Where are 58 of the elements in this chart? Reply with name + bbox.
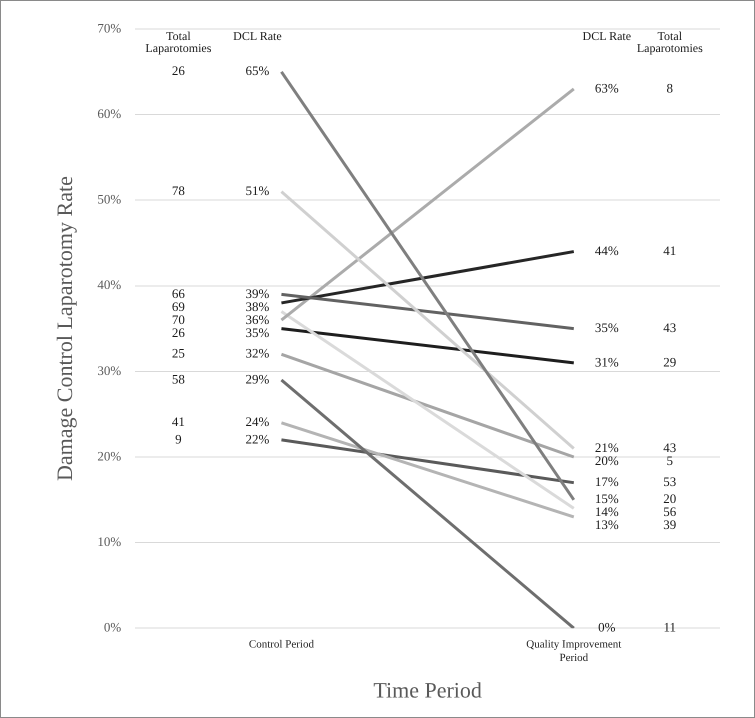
y-tick-label: 30%	[97, 362, 122, 378]
annotation: 29	[663, 354, 676, 370]
x-tick-label: Control Period	[248, 638, 314, 651]
x-tick-label: Quality Improvement Period	[526, 638, 622, 664]
data-label: 38%	[246, 298, 270, 314]
y-tick-label: 70%	[97, 20, 122, 36]
annotation: 70	[172, 312, 185, 327]
data-label: 63%	[594, 80, 619, 96]
annotation: 5	[666, 452, 674, 468]
data-label: 15%	[594, 491, 619, 506]
y-tick-label: 60%	[97, 106, 122, 122]
data-label: 65%	[246, 63, 270, 78]
annotation: 11	[664, 620, 676, 635]
data-label: 35%	[246, 324, 270, 340]
y-tick-label: 0%	[104, 620, 122, 635]
annotation: DCL Rate	[233, 29, 282, 44]
annotation: 26	[172, 63, 186, 78]
annotation: 43	[663, 440, 676, 455]
y-tick-label: 40%	[97, 277, 122, 292]
x-axis-title: Time Period	[373, 678, 482, 703]
y-tick-label: 20%	[97, 448, 122, 464]
annotation: 43	[663, 320, 676, 336]
data-label: 14%	[594, 504, 619, 520]
annotation: 41	[663, 242, 676, 258]
data-label: 35%	[594, 320, 619, 336]
data-label: 44%	[594, 242, 619, 258]
data-label: 22%	[246, 431, 270, 446]
data-label: 36%	[246, 312, 270, 327]
y-axis-title: Damage Control Laparotomy Rate	[52, 176, 77, 482]
annotation: 9	[175, 431, 182, 446]
annotation: 25	[172, 346, 185, 361]
annotation: Total Laparotomies	[145, 29, 212, 56]
annotation: 66	[172, 286, 186, 301]
data-label: 0%	[598, 620, 616, 635]
annotation: 56	[663, 504, 677, 520]
annotation: 41	[172, 414, 185, 430]
data-label: 20%	[594, 452, 619, 468]
data-label: 39%	[246, 286, 270, 301]
annotation: 39	[663, 517, 676, 532]
annotation: DCL Rate	[582, 29, 632, 44]
annotation: Total Laparotomies	[636, 29, 704, 56]
data-label: 32%	[246, 346, 270, 361]
data-label: 13%	[594, 517, 619, 532]
y-tick-label: 10%	[97, 534, 122, 550]
annotation: 8	[666, 80, 674, 96]
data-label: 21%	[594, 440, 619, 455]
annotation: 78	[172, 183, 185, 198]
annotation: 69	[172, 298, 185, 314]
data-label: 17%	[594, 474, 619, 490]
data-label: 24%	[246, 414, 270, 430]
data-label: 51%	[246, 183, 270, 198]
y-tick-label: 50%	[97, 192, 122, 207]
annotation: 53	[663, 474, 676, 490]
data-label: 29%	[246, 371, 270, 386]
annotation: 26	[172, 324, 186, 340]
data-label: 31%	[594, 354, 619, 370]
annotation: 58	[172, 371, 185, 386]
annotation: 20	[663, 491, 676, 506]
